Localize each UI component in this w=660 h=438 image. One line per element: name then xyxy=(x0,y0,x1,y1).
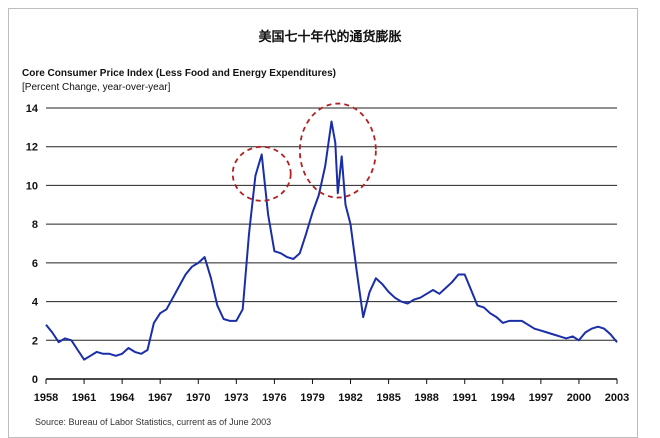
x-tick-label: 1982 xyxy=(338,392,362,404)
x-tick-label: 1979 xyxy=(300,392,324,404)
x-tick-label: 2000 xyxy=(567,392,591,404)
y-tick-label: 12 xyxy=(26,142,38,154)
highlight-circles xyxy=(231,102,377,202)
source-note: Source: Bureau of Labor Statistics, curr… xyxy=(35,417,272,427)
line-chart: 0 2 4 6 8 10 12 14 1958 1961 1964 1967 1970 1973 1976… xyxy=(26,102,629,404)
highlight-circle xyxy=(298,102,377,199)
x-tick-label: 1976 xyxy=(262,392,286,404)
x-tick-label: 1994 xyxy=(491,392,516,404)
x-tick-label: 1973 xyxy=(224,392,248,404)
y-tick-label: 8 xyxy=(32,219,38,231)
y-tick-label: 2 xyxy=(32,335,38,347)
y-tick-label: 14 xyxy=(26,103,39,115)
y-tick-label: 0 xyxy=(32,374,38,386)
x-tick-label: 1997 xyxy=(529,392,553,404)
y-tick-label: 4 xyxy=(32,297,39,309)
x-tick-labels: 1958 1961 1964 1967 1970 1973 1976 1979 1982 1985… xyxy=(34,392,629,404)
x-tick-label: 1967 xyxy=(148,392,172,404)
highlight-circle xyxy=(231,145,292,202)
y-axis-label: [Percent Change, year-over-year] xyxy=(22,82,171,93)
x-tick-label: 1964 xyxy=(110,392,135,404)
x-tick-label: 1961 xyxy=(72,392,96,404)
y-tick-labels: 0 2 4 6 8 10 12 14 xyxy=(26,103,39,386)
x-tick-label: 1958 xyxy=(34,392,58,404)
y-tick-label: 10 xyxy=(26,180,38,192)
x-tick-label: 1988 xyxy=(414,392,438,404)
chart-title: 美国七十年代的通货膨胀 xyxy=(258,30,402,45)
series-lines xyxy=(45,120,618,361)
y-tick-label: 6 xyxy=(32,258,38,270)
chart-frame xyxy=(8,8,638,438)
gridlines xyxy=(45,107,618,384)
chart-subtitle: Core Consumer Price Index (Less Food and… xyxy=(22,68,336,79)
x-tick-label: 2003 xyxy=(605,392,629,404)
x-tick-label: 1985 xyxy=(376,392,400,404)
series-line xyxy=(45,120,618,361)
x-tick-label: 1991 xyxy=(452,392,476,404)
x-tick-label: 1970 xyxy=(186,392,210,404)
